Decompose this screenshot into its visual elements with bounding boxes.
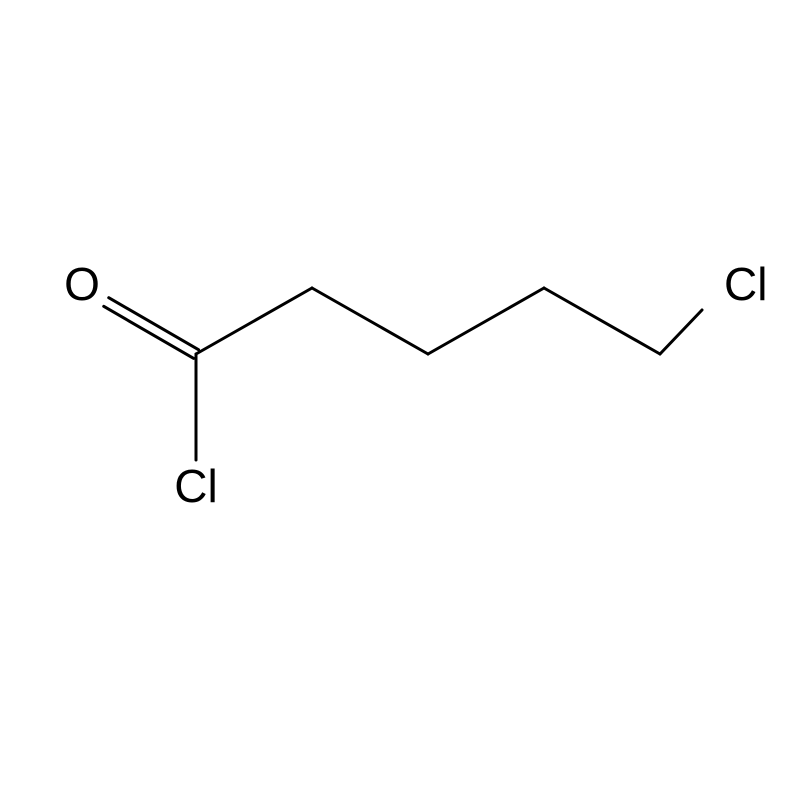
bond — [109, 298, 199, 350]
atom-label-cl2: Cl — [724, 258, 767, 310]
bond — [196, 288, 312, 354]
bonds-layer — [104, 288, 702, 460]
atom-label-o: O — [64, 258, 100, 310]
bond — [104, 306, 194, 358]
atoms-layer: O Cl Cl — [64, 258, 767, 512]
molecule-canvas: O Cl Cl — [0, 0, 800, 800]
bond — [544, 288, 660, 354]
bond — [660, 310, 702, 354]
atom-label-cl1: Cl — [174, 460, 217, 512]
bond — [312, 288, 428, 354]
bond — [428, 288, 544, 354]
